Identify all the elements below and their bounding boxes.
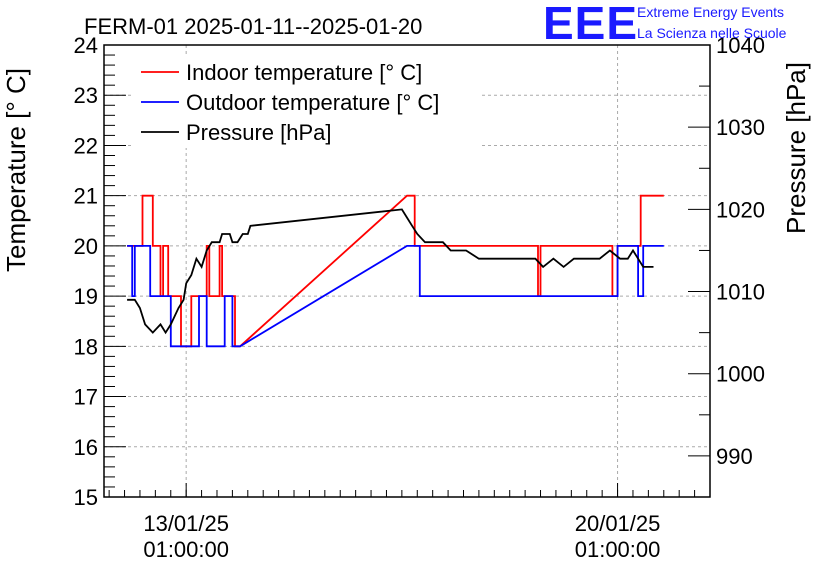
axes: 15 16 17 18 19 20 21 22 23 24 990 1000 1010 1020 1030 1…: [74, 33, 765, 562]
legend-box: [134, 56, 480, 148]
x-tick-time-label: 01:00:00: [575, 537, 661, 562]
left-tick-label: 19: [74, 284, 98, 309]
left-tick-label: 24: [74, 33, 98, 58]
brand-title: Extreme Energy Events: [637, 4, 785, 20]
series-line-indoor: [127, 194, 664, 348]
left-tick-label: 21: [74, 184, 98, 209]
left-tick-label: 20: [74, 234, 98, 259]
right-tick-label: 1000: [716, 362, 765, 387]
legend-label: Indoor temperature [° C]: [186, 60, 422, 85]
series-layer: [127, 194, 664, 348]
plot-frame: [103, 44, 711, 498]
legend-label: Pressure [hPa]: [186, 120, 332, 145]
brand-subtitle: La Scienza nelle Scuole: [637, 25, 787, 41]
right-tick-label: 1010: [716, 280, 765, 305]
right-tick-label: 1030: [716, 115, 765, 140]
right-tick-label: 1020: [716, 197, 765, 222]
left-tick-label: 16: [74, 435, 98, 460]
right-tick-label: 1040: [716, 33, 765, 58]
left-axis-label: Temperature [° C]: [1, 68, 31, 272]
right-tick-label: 990: [716, 444, 753, 469]
series-line-outdoor: [127, 244, 664, 348]
left-tick-label: 23: [74, 83, 98, 108]
chart-title: FERM-01 2025-01-11--2025-01-20: [84, 14, 422, 39]
x-tick-time-label: 01:00:00: [143, 537, 229, 562]
x-tick-date-label: 13/01/25: [143, 511, 229, 536]
x-tick-date-label: 20/01/25: [575, 511, 661, 536]
left-tick-label: 17: [74, 385, 98, 410]
left-tick-label: 22: [74, 133, 98, 158]
left-tick-label: 15: [74, 485, 98, 510]
legend: Indoor temperature [° C] Outdoor temperat…: [141, 60, 439, 145]
eee-logo: EEE: [543, 0, 639, 49]
series-line-pressure: [127, 208, 654, 335]
right-axis-label: Pressure [hPa]: [781, 62, 811, 234]
left-tick-label: 18: [74, 334, 98, 359]
legend-label: Outdoor temperature [° C]: [186, 90, 439, 115]
